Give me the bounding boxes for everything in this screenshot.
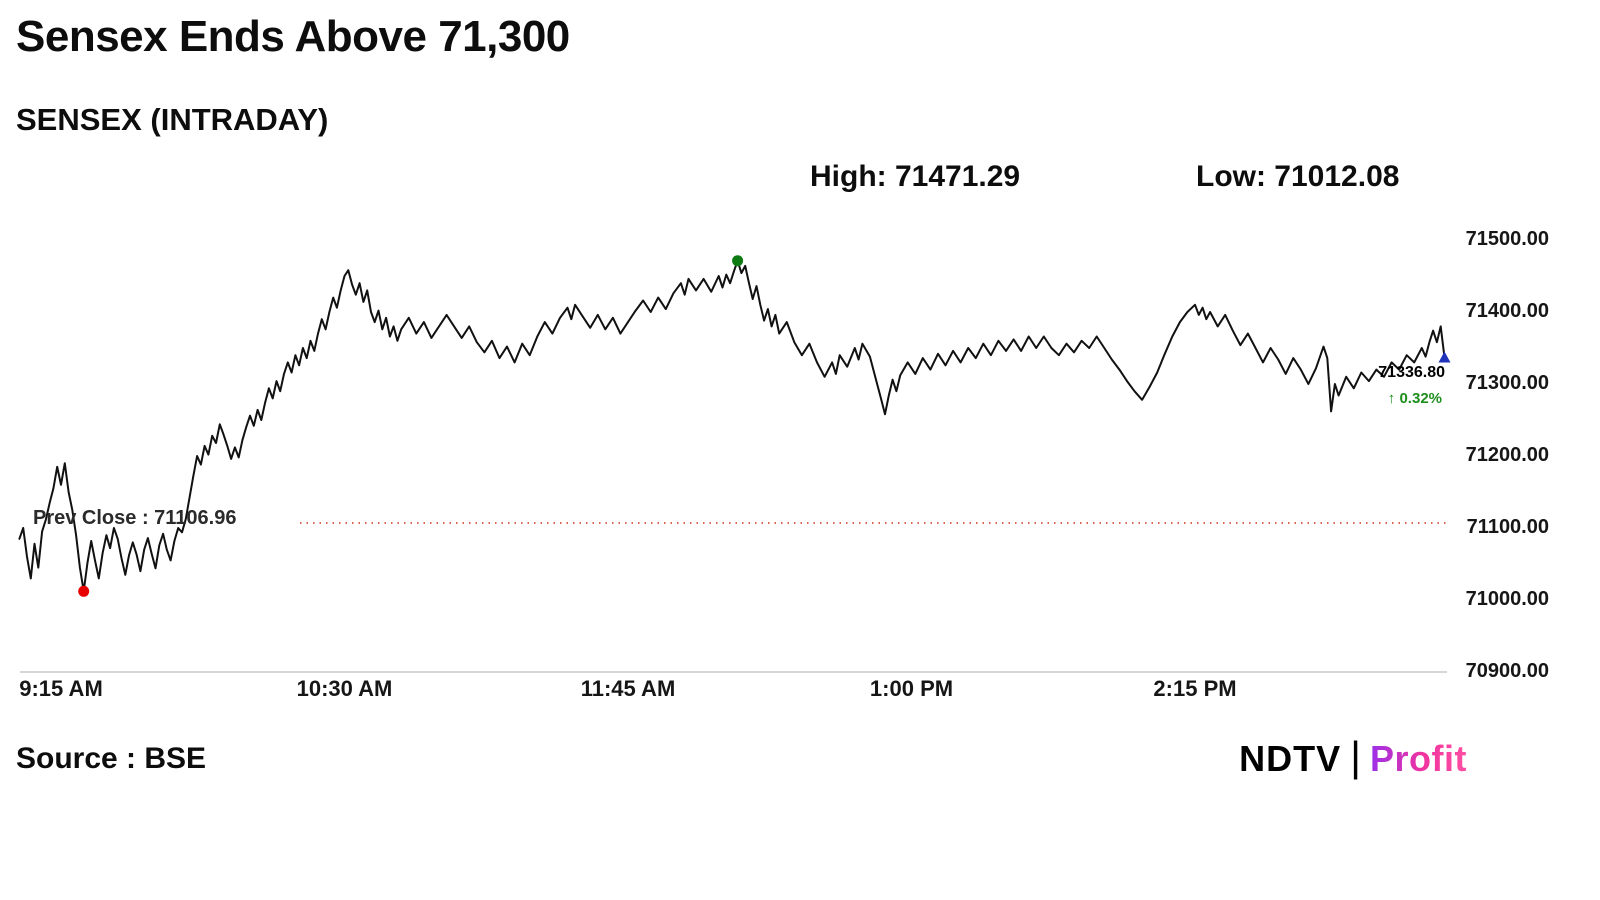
profit-logo-text: Profit [1370,738,1467,779]
y-axis-label: 71200.00 [1465,444,1549,466]
y-axis-label: 71400.00 [1465,300,1549,322]
x-axis-label: 2:15 PM [1153,676,1237,701]
x-axis-label: 11:45 AM [580,676,676,701]
page-title: Sensex Ends Above 71,300 [16,12,570,61]
high-value-label: High: 71471.29 [810,160,1021,193]
change-percent-label: ↑ 0.32% [1387,390,1442,407]
y-axis-label: 71100.00 [1466,516,1549,538]
ndtv-logo-text: NDTV [1239,738,1342,779]
logo-separator: | [1350,733,1361,780]
low-value-label: Low: 71012.08 [1196,160,1400,193]
y-axis-label: 71300.00 [1465,372,1549,394]
source-attribution: Source : BSE [16,742,207,775]
last-price-marker [1438,351,1451,363]
ndtv-profit-logo: NDTV | Profit [1239,733,1467,780]
chart-title: SENSEX (INTRADAY) [16,102,329,137]
prev-close-label: Prev Close : 71106.96 [33,507,237,529]
low-marker-dot [78,585,90,597]
x-axis-label: 1:00 PM [869,676,954,701]
high-marker-dot [732,255,744,267]
price-line [18,259,1446,593]
y-axis-label: 71000.00 [1465,588,1549,610]
intraday-chart: Prev Close : 71106.96 71336.80 ↑ 0.32% 7… [0,218,1600,718]
x-axis-label: 9:15 AM [19,676,103,701]
x-axis-label: 10:30 AM [296,676,393,701]
last-price-label: 71336.80 [1378,364,1445,381]
price-chart-svg [18,255,1451,673]
y-axis-label: 70900.00 [1465,660,1549,682]
y-axis-label: 71500.00 [1465,228,1549,250]
